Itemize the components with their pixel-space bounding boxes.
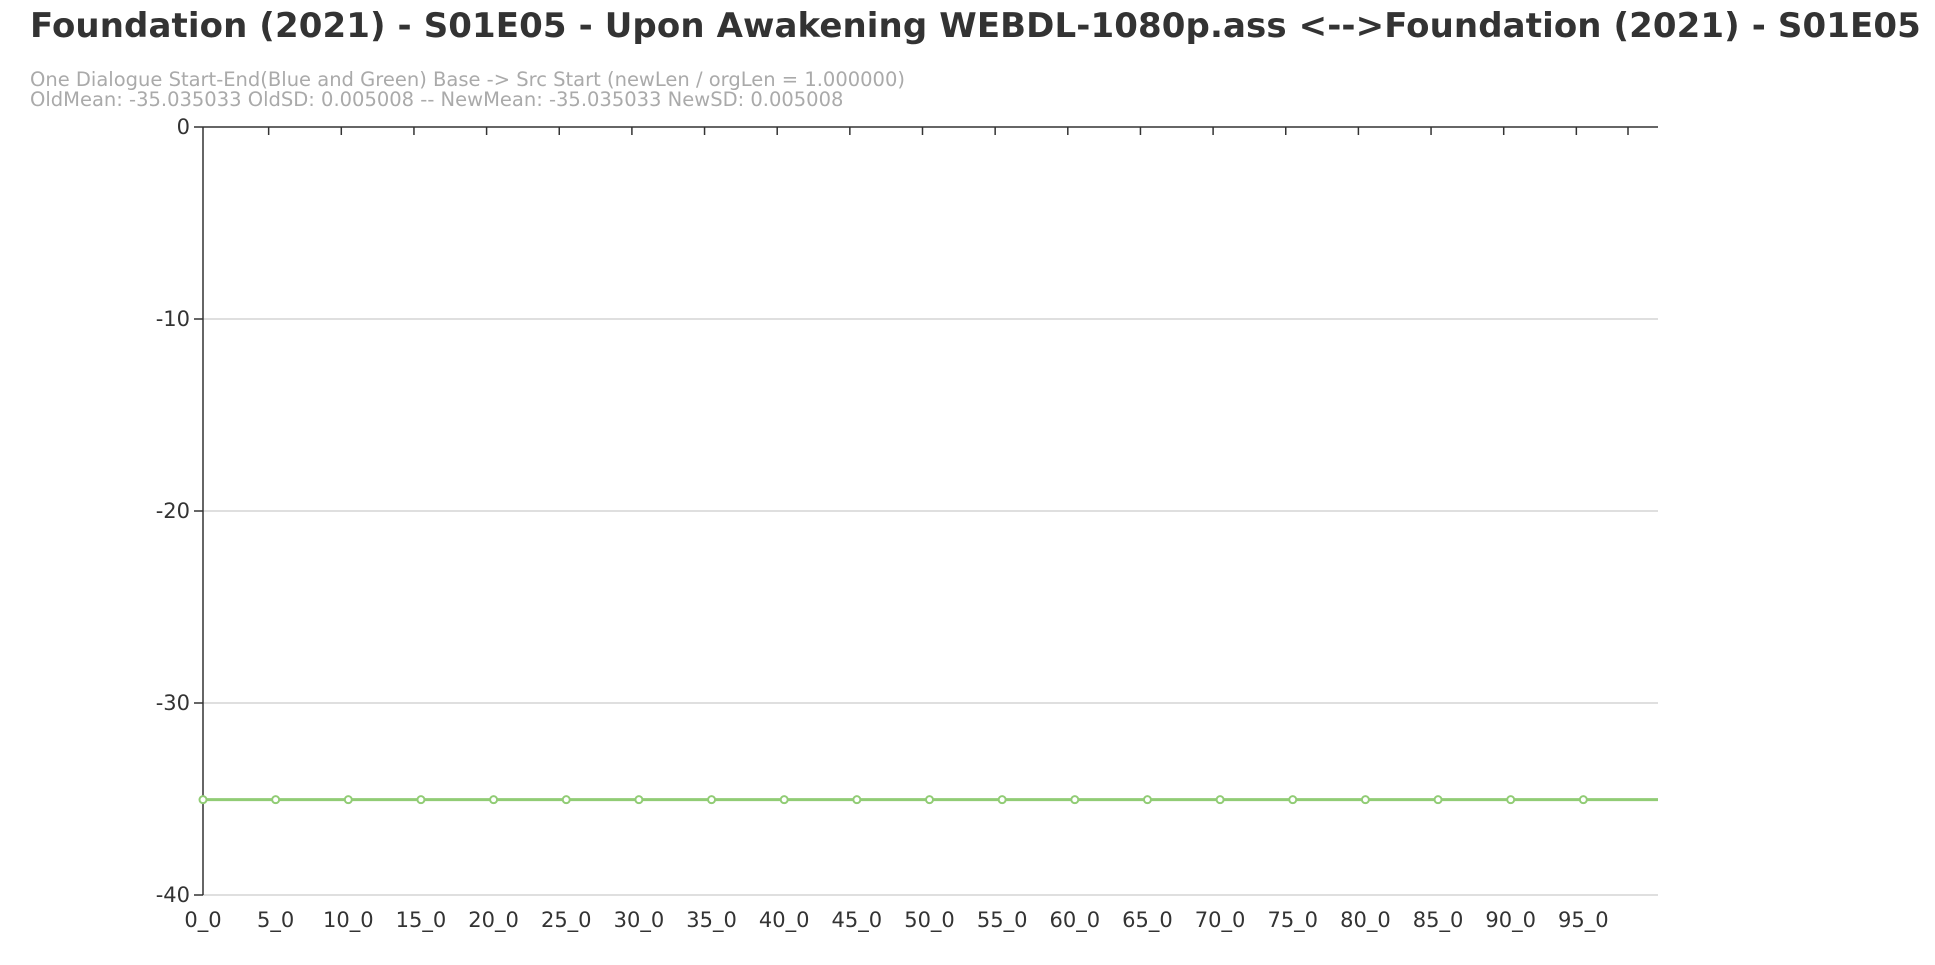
series-point: [1578, 795, 1588, 805]
x-tick-label: 55_0: [977, 908, 1028, 933]
series-point: [997, 795, 1007, 805]
x-tick-label: 30_0: [614, 908, 665, 933]
series-point: [271, 795, 281, 805]
series-point: [779, 795, 789, 805]
series-point: [489, 795, 499, 805]
x-tick-label: 25_0: [541, 908, 592, 933]
series-point: [416, 795, 426, 805]
x-tick-label: 40_0: [759, 908, 810, 933]
grid-lines: [203, 318, 1658, 704]
x-tick-label: 95_0: [1558, 908, 1609, 933]
x-tick-label: 60_0: [1050, 908, 1101, 933]
y-tick-label: -40: [156, 883, 190, 907]
series-point: [1142, 795, 1152, 805]
x-tick-label: 10_0: [323, 908, 374, 933]
x-tick-label: 50_0: [904, 908, 955, 933]
x-tick-label: 90_0: [1485, 908, 1536, 933]
series-point: [707, 795, 717, 805]
y-tick-label: -20: [156, 499, 190, 523]
chart-title: Foundation (2021) - S01E05 - Upon Awaken…: [30, 6, 1921, 46]
series-layer: [198, 795, 1658, 805]
series-point: [1070, 795, 1080, 805]
series-point: [1433, 795, 1443, 805]
x-tick-label: 70_0: [1195, 908, 1246, 933]
y-tick-label: 0: [177, 115, 190, 139]
x-tick-label: 15_0: [396, 908, 447, 933]
x-tick-label: 45_0: [832, 908, 883, 933]
x-tick-label: 65_0: [1122, 908, 1173, 933]
x-tick-label: 20_0: [468, 908, 519, 933]
x-tick-label: 80_0: [1340, 908, 1391, 933]
series-point: [343, 795, 353, 805]
series-point: [634, 795, 644, 805]
y-tick-label: -30: [156, 691, 190, 715]
series-point: [852, 795, 862, 805]
x-tick-label: 5_0: [257, 908, 294, 933]
series-point: [1506, 795, 1516, 805]
subtitle-line-1: One Dialogue Start-End(Blue and Green) B…: [30, 68, 905, 91]
y-tick-label: -10: [156, 307, 190, 331]
series-point: [1288, 795, 1298, 805]
chart-subtitle: One Dialogue Start-End(Blue and Green) B…: [30, 70, 905, 110]
subtitle-line-2: OldMean: -35.035033 OldSD: 0.005008 -- N…: [30, 88, 844, 111]
series-point: [198, 795, 208, 805]
axes: [194, 126, 1658, 896]
tick-labels: 0 -10 -20 -30 -400_0 5_0 10_0 15_0 20_0 25_0 30_0 3…: [156, 115, 1609, 933]
x-tick-label: 85_0: [1413, 908, 1464, 933]
x-tick-label: 35_0: [686, 908, 737, 933]
x-tick-label: 75_0: [1267, 908, 1318, 933]
series-point: [925, 795, 934, 805]
series-point: [1360, 795, 1370, 805]
series-point: [1215, 795, 1225, 805]
x-tick-label: 0_0: [184, 908, 221, 933]
series-point: [561, 795, 571, 805]
